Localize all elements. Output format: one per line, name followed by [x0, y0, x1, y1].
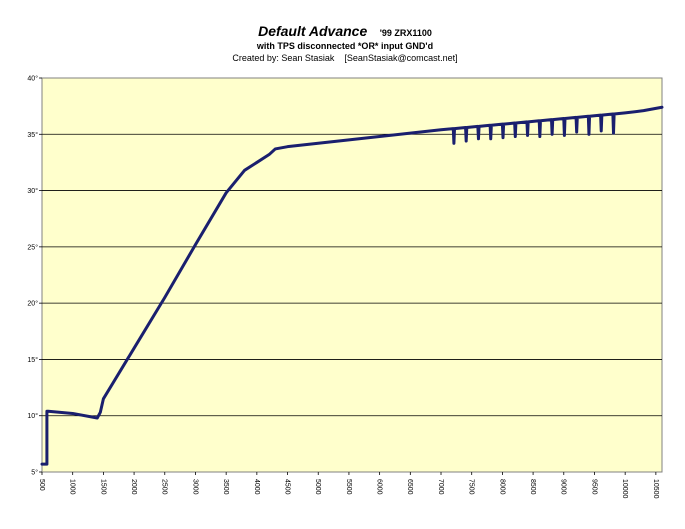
- x-tick-label: 6500: [406, 479, 413, 495]
- x-tick-label: 4500: [283, 479, 290, 495]
- y-tick-label: 40°: [27, 75, 38, 83]
- chart-title: Default Advance: [258, 23, 367, 39]
- x-tick-label: 500: [38, 479, 45, 491]
- y-axis: 5° 10° 15° 20° 25° 30° 35° 40°: [27, 75, 42, 477]
- x-tick-label: 3000: [191, 479, 198, 495]
- x-tick-label: 2500: [161, 479, 168, 495]
- y-tick-label: 20°: [27, 300, 38, 308]
- chart-credit: Created by: Sean Stasiak [SeanStasiak@co…: [232, 53, 457, 63]
- series-group: [40, 105, 664, 466]
- chart-title-suffix: '99 ZRX1100: [380, 28, 432, 38]
- x-tick-label: 9500: [590, 479, 597, 495]
- chart-subtitle: with TPS disconnected *OR* input GND'd: [256, 41, 433, 51]
- plot-area: [41, 77, 663, 473]
- y-tick-label: 10°: [27, 412, 38, 420]
- y-tick-label: 25°: [27, 243, 38, 251]
- gridlines: [42, 133, 662, 417]
- x-tick-label: 10000: [621, 479, 628, 499]
- x-tick-label: 7000: [437, 479, 444, 495]
- y-tick-label: 35°: [27, 131, 38, 139]
- x-tick-label: 1500: [99, 479, 106, 495]
- x-tick-label: 2000: [130, 479, 137, 495]
- x-tick-label: 1000: [69, 479, 76, 495]
- x-tick-label: 8000: [498, 479, 505, 495]
- x-tick-label: 10500: [652, 479, 659, 499]
- y-tick-label: 5°: [31, 469, 38, 477]
- series-line-0: [40, 105, 664, 466]
- x-tick-label: 9000: [560, 479, 567, 495]
- y-tick-label: 30°: [27, 187, 38, 195]
- x-tick-label: 5000: [314, 479, 321, 495]
- chart-title-line: Default Advance '99 ZRX1100: [258, 23, 432, 40]
- x-tick-label: 5500: [345, 479, 352, 495]
- y-tick-label: 15°: [27, 356, 38, 364]
- x-tick-label: 3500: [222, 479, 229, 495]
- x-tick-label: 8500: [529, 479, 536, 495]
- x-tick-label: 4000: [253, 479, 260, 495]
- x-tick-label: 7500: [468, 479, 475, 495]
- x-axis: 500 1000 1500 2000 2500 3000 3500 4000 4500 5000 5…: [38, 472, 659, 499]
- x-tick-label: 6000: [376, 479, 383, 495]
